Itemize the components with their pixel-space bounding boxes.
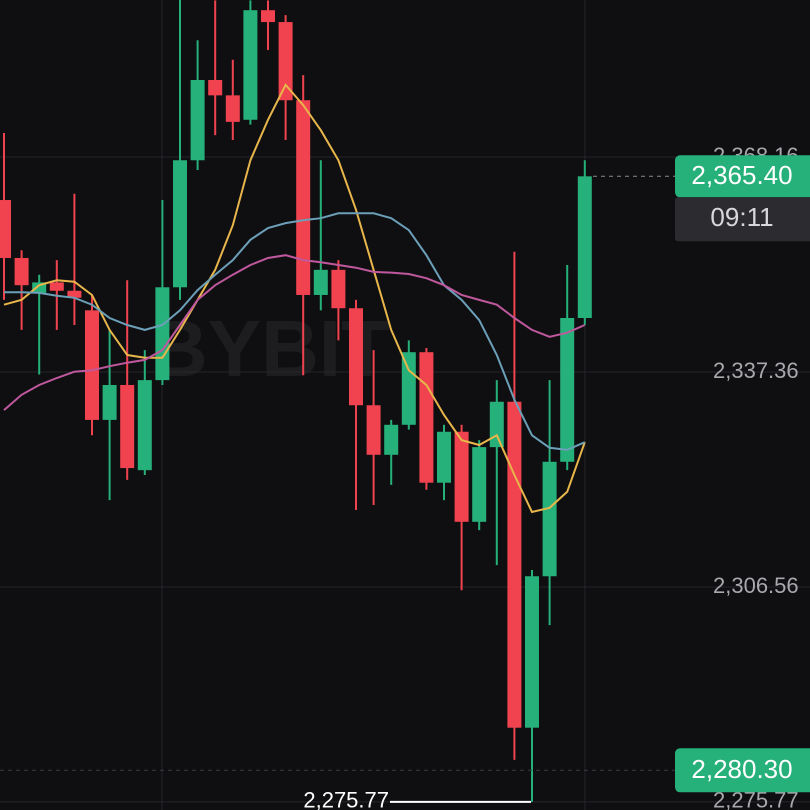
candle-body <box>296 100 311 295</box>
candle-body <box>366 405 381 455</box>
candle-body <box>14 257 29 286</box>
candle-body <box>560 317 575 462</box>
candle-body <box>454 431 469 522</box>
low-annotation-label: 2,275.77 <box>303 788 389 810</box>
candle-body <box>472 447 487 522</box>
last-price-tag <box>675 155 810 198</box>
candle-body <box>525 576 539 728</box>
candle-body <box>401 352 416 425</box>
countdown-label: 09:11 <box>710 202 773 232</box>
y-tick-label: 2,275.77 <box>713 788 799 810</box>
candle-body <box>190 79 205 161</box>
candle-body <box>225 95 240 122</box>
candle-body <box>542 461 557 577</box>
candle-body <box>507 401 522 728</box>
moving-average-line <box>4 212 586 451</box>
candle-body <box>0 200 11 258</box>
candle-body <box>437 431 451 483</box>
last-price-label: 2,365.40 <box>691 160 792 190</box>
candle-body <box>384 424 399 455</box>
candle-body <box>313 269 328 295</box>
candle-body <box>49 282 64 291</box>
candle-body <box>102 385 117 420</box>
candle-body <box>261 10 275 23</box>
candle-body <box>243 10 258 120</box>
y-tick-label: 2,306.56 <box>713 573 799 598</box>
candle-body <box>349 308 363 406</box>
candle-body <box>173 160 187 288</box>
candle-body <box>208 79 223 96</box>
candle-body <box>137 380 152 471</box>
marker-price-label: 2,280.30 <box>691 754 792 784</box>
overlay: 2,368.162,337.362,306.562,275.772,365.40… <box>0 143 810 810</box>
candle-body <box>120 385 135 469</box>
candle-body <box>489 401 504 448</box>
candle-body <box>155 287 170 381</box>
countdown-tag <box>675 197 810 242</box>
y-tick-label: 2,337.36 <box>713 358 799 383</box>
candle-body <box>331 269 346 309</box>
candle-body <box>67 290 82 298</box>
candle-body <box>32 282 47 293</box>
candle-body <box>85 310 99 420</box>
candle-body <box>419 352 434 483</box>
marker-price-tag <box>675 748 810 793</box>
candle-body <box>278 22 293 101</box>
plot <box>0 0 592 802</box>
candle-body <box>577 176 592 318</box>
moving-average-line <box>3 254 586 411</box>
